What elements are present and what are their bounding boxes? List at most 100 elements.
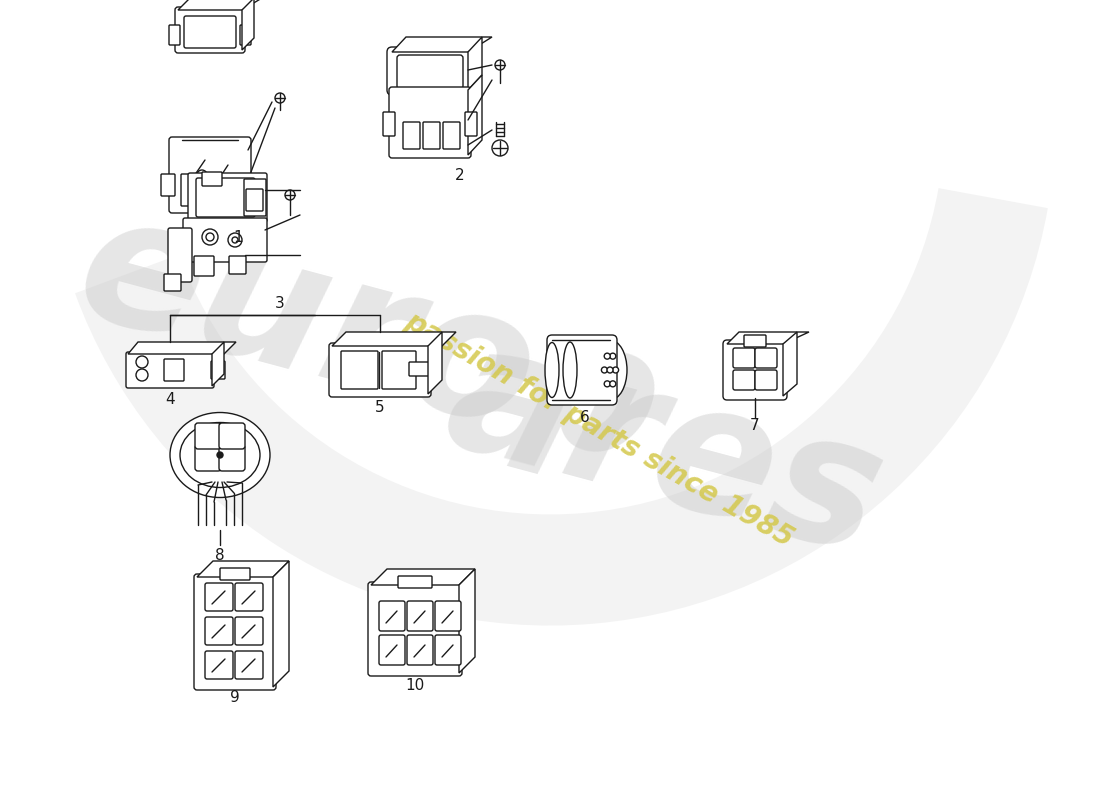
FancyBboxPatch shape: [194, 574, 276, 690]
FancyBboxPatch shape: [175, 7, 245, 53]
FancyBboxPatch shape: [434, 601, 461, 631]
Circle shape: [228, 233, 242, 247]
FancyBboxPatch shape: [126, 352, 214, 388]
Circle shape: [285, 190, 295, 200]
Text: 8: 8: [216, 547, 224, 562]
FancyBboxPatch shape: [202, 172, 222, 186]
FancyBboxPatch shape: [383, 112, 395, 136]
FancyBboxPatch shape: [443, 122, 460, 149]
FancyBboxPatch shape: [240, 25, 251, 45]
Text: 9: 9: [230, 690, 240, 705]
Circle shape: [604, 381, 611, 387]
FancyBboxPatch shape: [195, 445, 221, 471]
FancyBboxPatch shape: [547, 335, 617, 405]
Circle shape: [604, 353, 611, 359]
Circle shape: [202, 229, 218, 245]
FancyBboxPatch shape: [434, 635, 461, 665]
FancyBboxPatch shape: [733, 348, 755, 368]
Ellipse shape: [593, 340, 627, 400]
Circle shape: [613, 367, 618, 373]
Circle shape: [216, 174, 224, 182]
Text: 3: 3: [275, 295, 285, 310]
FancyBboxPatch shape: [389, 87, 471, 158]
FancyBboxPatch shape: [465, 112, 477, 136]
Circle shape: [232, 237, 238, 243]
FancyBboxPatch shape: [235, 617, 263, 645]
Polygon shape: [392, 37, 492, 52]
FancyBboxPatch shape: [246, 189, 263, 211]
Polygon shape: [468, 75, 482, 155]
FancyBboxPatch shape: [219, 423, 245, 449]
Polygon shape: [332, 332, 456, 346]
FancyBboxPatch shape: [168, 228, 192, 282]
FancyBboxPatch shape: [407, 635, 433, 665]
FancyBboxPatch shape: [244, 179, 266, 216]
FancyBboxPatch shape: [182, 174, 208, 206]
FancyBboxPatch shape: [169, 25, 180, 45]
FancyBboxPatch shape: [205, 617, 233, 645]
FancyBboxPatch shape: [424, 122, 440, 149]
FancyBboxPatch shape: [329, 343, 431, 397]
Text: 6: 6: [580, 410, 590, 426]
FancyBboxPatch shape: [220, 568, 250, 580]
Ellipse shape: [180, 422, 260, 487]
FancyBboxPatch shape: [733, 370, 755, 390]
FancyBboxPatch shape: [368, 582, 462, 676]
FancyBboxPatch shape: [169, 137, 251, 213]
Text: 10: 10: [406, 678, 425, 693]
Polygon shape: [783, 332, 798, 396]
FancyBboxPatch shape: [191, 207, 229, 223]
Circle shape: [197, 170, 207, 180]
FancyBboxPatch shape: [409, 362, 429, 376]
FancyBboxPatch shape: [755, 348, 777, 368]
Polygon shape: [242, 0, 254, 50]
Polygon shape: [128, 342, 236, 354]
FancyBboxPatch shape: [755, 370, 777, 390]
Circle shape: [602, 367, 607, 373]
FancyBboxPatch shape: [744, 335, 766, 347]
FancyBboxPatch shape: [379, 635, 405, 665]
FancyBboxPatch shape: [398, 576, 432, 588]
FancyBboxPatch shape: [184, 16, 236, 48]
FancyBboxPatch shape: [235, 583, 263, 611]
Text: 1: 1: [233, 230, 243, 246]
Ellipse shape: [544, 342, 559, 398]
FancyBboxPatch shape: [219, 445, 245, 471]
Polygon shape: [459, 569, 475, 673]
Circle shape: [609, 381, 616, 387]
FancyBboxPatch shape: [205, 651, 233, 679]
Circle shape: [206, 233, 214, 241]
Circle shape: [217, 452, 223, 458]
Circle shape: [136, 356, 149, 368]
Text: 5: 5: [375, 401, 385, 415]
FancyBboxPatch shape: [235, 651, 263, 679]
Circle shape: [609, 353, 616, 359]
FancyBboxPatch shape: [387, 47, 473, 95]
FancyBboxPatch shape: [211, 361, 226, 379]
FancyBboxPatch shape: [382, 351, 416, 389]
Polygon shape: [727, 332, 808, 344]
FancyBboxPatch shape: [341, 351, 378, 389]
Polygon shape: [212, 342, 224, 386]
FancyBboxPatch shape: [164, 274, 182, 291]
Circle shape: [607, 367, 613, 373]
FancyBboxPatch shape: [195, 423, 221, 449]
FancyBboxPatch shape: [164, 359, 184, 381]
Circle shape: [495, 60, 505, 70]
FancyBboxPatch shape: [397, 55, 463, 89]
FancyBboxPatch shape: [161, 174, 175, 196]
FancyBboxPatch shape: [183, 218, 267, 262]
Text: 2: 2: [455, 167, 465, 182]
FancyBboxPatch shape: [379, 601, 405, 631]
Polygon shape: [197, 561, 289, 577]
Circle shape: [136, 369, 149, 381]
Polygon shape: [273, 561, 289, 687]
Text: ares: ares: [430, 308, 901, 592]
FancyBboxPatch shape: [205, 583, 233, 611]
FancyBboxPatch shape: [188, 173, 267, 222]
Polygon shape: [468, 37, 482, 90]
Text: 7: 7: [750, 418, 760, 434]
FancyBboxPatch shape: [403, 122, 420, 149]
Polygon shape: [428, 332, 442, 394]
Circle shape: [275, 93, 285, 103]
